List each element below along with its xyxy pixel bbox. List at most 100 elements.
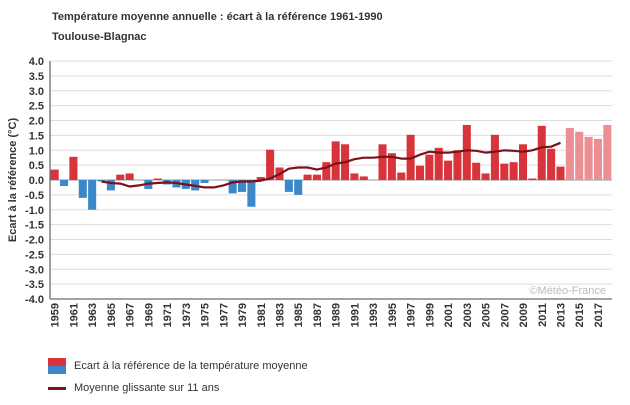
moving-average [101, 141, 561, 189]
y-tick-label: 1.0 [29, 145, 44, 157]
y-tick-label: 2.0 [29, 116, 44, 128]
x-tick-label: 1961 [68, 303, 80, 327]
x-tick-label: 2013 [555, 303, 567, 327]
y-tick-label: -3.5 [25, 279, 44, 291]
legend-bars: Ecart à la référence de la température m… [48, 358, 308, 374]
bar-2008 [509, 162, 518, 180]
bar-1988 [322, 162, 331, 180]
bar-1992 [359, 176, 368, 180]
bar-1979 [237, 180, 247, 192]
y-tick-label: -4.0 [25, 294, 44, 306]
bars [50, 124, 612, 210]
x-tick-label: 1987 [312, 303, 324, 327]
bar-2007 [500, 163, 509, 180]
legend-line-label: Moyenne glissante sur 11 ans [74, 382, 220, 394]
bar-1963 [88, 180, 97, 210]
bar-2018 [603, 124, 612, 180]
y-tick-label: 4.0 [29, 56, 44, 68]
x-tick-label: 2003 [462, 303, 474, 327]
legend-line: Moyenne glissante sur 11 ans [48, 382, 219, 394]
x-tick-label: 2009 [518, 303, 530, 327]
bar-1981 [256, 177, 265, 180]
bar-1960 [60, 180, 69, 186]
bar-2003 [462, 124, 471, 180]
grid-lines [50, 60, 612, 300]
x-tick-label: 1979 [237, 303, 249, 327]
x-tick-label: 2015 [574, 303, 586, 327]
bar-2015 [575, 131, 584, 180]
x-tick-label: 1969 [143, 303, 155, 327]
x-tick-label: 1985 [293, 303, 305, 327]
bar-1984 [284, 180, 293, 192]
x-tick-label: 1981 [256, 303, 268, 327]
x-tick-label: 1983 [274, 303, 286, 327]
x-tick-label: 1993 [368, 303, 380, 327]
x-tick-label: 1995 [387, 303, 399, 327]
bar-2014 [565, 127, 574, 180]
y-tick-label: 3.0 [29, 86, 44, 98]
bar-2011 [537, 125, 546, 180]
chart-svg: -4.0 -3.5 -3.0 -2.5 -2.0 -1.5 -1.0 -0.5 0.0 0.5 1.… [7, 56, 612, 327]
bar-1995 [387, 153, 396, 180]
bar-1982 [266, 149, 275, 180]
bar-1985 [294, 180, 303, 195]
y-tick-label: -1.0 [25, 205, 44, 217]
bar-1975 [200, 180, 209, 183]
bar-1964 [97, 180, 106, 182]
y-tick-label: -0.5 [25, 190, 44, 202]
bar-1996 [397, 172, 406, 180]
x-tick-label: 2001 [443, 303, 455, 327]
bar-2010 [528, 178, 537, 180]
x-tick-label: 1965 [106, 303, 118, 327]
x-tick-label: 1975 [200, 303, 212, 327]
y-tick-label: 3.5 [29, 71, 44, 83]
bar-2001 [444, 160, 453, 180]
x-tick-label: 2007 [499, 303, 511, 327]
bar-2002 [453, 150, 462, 180]
x-tick-label: 2005 [481, 303, 493, 327]
moving-average-line [101, 141, 561, 189]
bar-2000 [434, 147, 443, 180]
bar-1986 [303, 174, 312, 180]
y-tick-label: -2.5 [25, 249, 44, 261]
bar-1999 [425, 154, 434, 180]
y-tick-label: -2.0 [25, 235, 44, 247]
legend-bars-label: Ecart à la référence de la température m… [74, 360, 308, 372]
x-tick-label: 1971 [162, 303, 174, 327]
bar-2009 [518, 144, 528, 180]
bar-1962 [78, 180, 87, 198]
y-tick-label: 0.5 [29, 160, 44, 172]
bar-1991 [350, 173, 359, 180]
x-tick-label: 1977 [218, 303, 230, 327]
bar-1967 [125, 173, 134, 180]
y-tick-label: 0.0 [29, 175, 44, 187]
legend-line-swatch [48, 386, 66, 390]
x-tick-label: 1997 [406, 303, 418, 327]
bar-1994 [378, 144, 387, 180]
bar-1965 [106, 180, 115, 191]
x-tick-label: 1973 [181, 303, 193, 327]
x-tick-label: 1989 [331, 303, 343, 327]
bar-1961 [69, 156, 78, 180]
bar-1966 [116, 174, 125, 180]
x-tick-label: 1963 [87, 303, 99, 327]
bar-1997 [406, 134, 415, 180]
bar-1980 [247, 180, 256, 207]
chart-subtitle: Toulouse-Blagnac [52, 31, 147, 43]
x-tick-label: 2011 [537, 303, 549, 327]
y-tick-label: -3.0 [25, 264, 44, 276]
bar-1987 [312, 174, 321, 180]
bar-2005 [481, 173, 490, 180]
chart-title: Température moyenne annuelle : écart à l… [52, 11, 383, 23]
y-axis-label: Ecart à la référence (°C) [7, 118, 19, 243]
bar-2013 [556, 166, 565, 180]
bar-2017 [593, 138, 602, 180]
bar-2016 [584, 136, 593, 180]
bar-2012 [547, 148, 556, 180]
x-tick-label: 2017 [593, 303, 605, 327]
bar-1978 [228, 180, 237, 194]
bar-2004 [472, 162, 481, 180]
x-tick-label: 1991 [349, 303, 361, 327]
bar-1970 [153, 178, 162, 180]
watermark: ©Météo-France [529, 285, 606, 297]
